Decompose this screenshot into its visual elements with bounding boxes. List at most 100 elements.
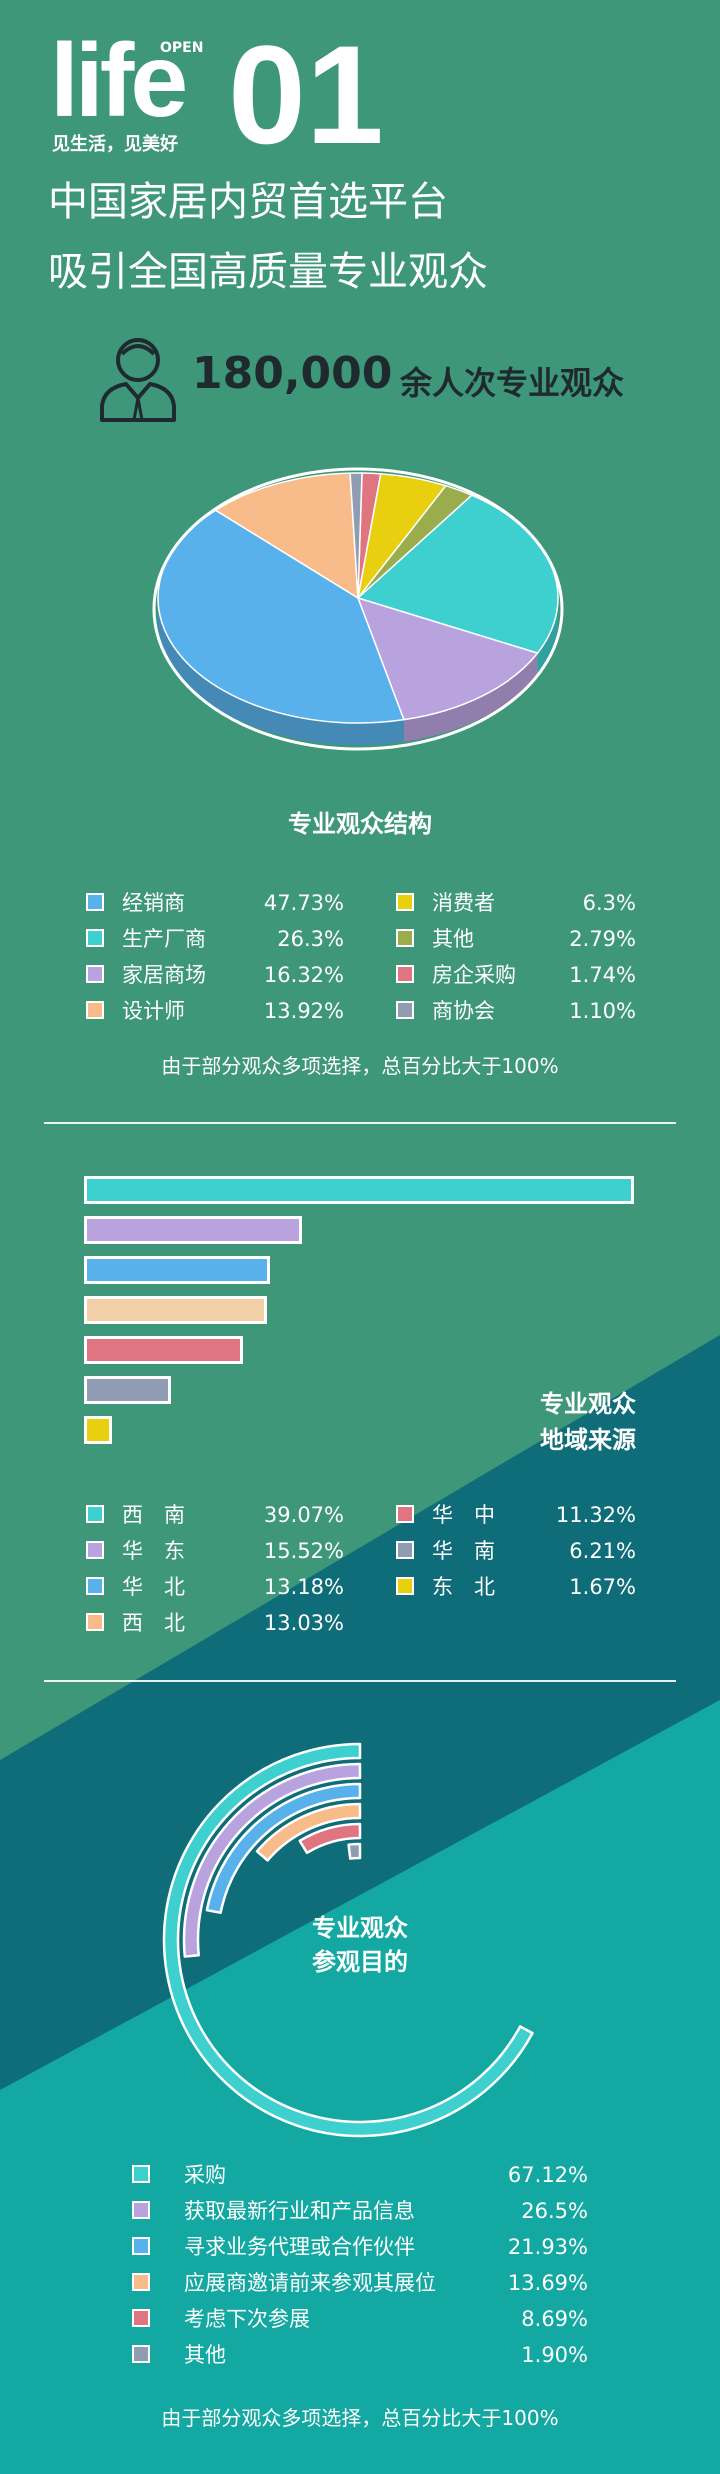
bar-legend-swatch: [86, 1541, 104, 1559]
bar-legend-value: 13.18%: [263, 1575, 344, 1599]
bar-legend-value: 13.03%: [263, 1611, 344, 1635]
bar-legend-value: 15.52%: [263, 1539, 344, 1563]
bar-legend-item: 西 北 13.03%: [86, 1608, 344, 1638]
pie-chart-title: 专业观众结构: [288, 810, 432, 838]
pie-legend-label: 设计师: [122, 999, 185, 1023]
pie-slice-家居商场: [356, 596, 539, 721]
radial-legend-item: 采购 67.12%: [132, 2160, 588, 2190]
pie-legend-swatch: [86, 893, 104, 911]
divider-2: [44, 1680, 676, 1682]
logo-number: 01: [228, 16, 384, 173]
radial-legend-item: 寻求业务代理或合作伙伴 21.93%: [132, 2232, 588, 2262]
radial-legend-item: 应展商邀请前来参观其展位 13.69%: [132, 2268, 588, 2298]
bar-legend-value: 1.67%: [569, 1575, 636, 1599]
pie-legend-label: 房企采购: [432, 963, 516, 987]
radial-legend-label: 其他: [184, 2343, 226, 2367]
bar-legend-item: 华 南 6.21%: [396, 1536, 636, 1566]
pie-legend-swatch: [86, 965, 104, 983]
headline-line1: 中国家居内贸首选平台: [48, 179, 448, 225]
pie-legend-swatch: [396, 893, 414, 911]
radial-legend-swatch: [132, 2309, 150, 2327]
pie-legend-item: 房企采购 1.74%: [396, 960, 636, 990]
radial-legend-value: 21.93%: [507, 2235, 588, 2259]
pie-legend-item: 商协会 1.10%: [396, 996, 636, 1026]
pie-legend-value: 26.3%: [277, 927, 344, 951]
radial-legend-swatch: [132, 2165, 150, 2183]
radial-chart-title-line1: 专业观众: [312, 1914, 408, 1942]
region-bar-西北: [84, 1296, 267, 1324]
radial-legend-item: 其他 1.90%: [132, 2340, 588, 2370]
radial-legend-label: 应展商邀请前来参观其展位: [184, 2271, 436, 2295]
headline-line2: 吸引全国高质量专业观众: [48, 249, 488, 295]
bar-chart-title-line2: 地域来源: [540, 1426, 636, 1454]
pie-legend-swatch: [396, 929, 414, 947]
bar-legend-swatch: [396, 1577, 414, 1595]
pie-legend-label: 生产厂商: [122, 927, 206, 951]
audience-unit: 余人次专业观众: [400, 364, 625, 402]
radial-bar-考虑下次参展: [298, 1822, 362, 1855]
region-bar-东北: [84, 1416, 112, 1444]
audience-count: 180,000: [192, 348, 393, 399]
pie-side-家居商场: [403, 653, 538, 742]
bar-legend-label: 华 南: [432, 1539, 495, 1563]
pie-legend-value: 47.73%: [263, 891, 344, 915]
region-bar-西南: [84, 1176, 634, 1204]
logo-word: life: [50, 23, 188, 139]
pie-legend-item: 家居商场 16.32%: [86, 960, 344, 990]
pie-legend-value: 1.10%: [569, 999, 636, 1023]
bar-legend-swatch: [86, 1505, 104, 1523]
radial-bar-应展商邀请前来参观其展位: [255, 1802, 362, 1862]
radial-chart-title-line2: 参观目的: [312, 1948, 408, 1976]
region-bar-华北: [84, 1256, 270, 1284]
pie-legend-value: 2.79%: [569, 927, 636, 951]
bar-legend-swatch: [86, 1613, 104, 1631]
pie-legend-item: 消费者 6.3%: [396, 888, 636, 918]
pie-legend-value: 13.92%: [263, 999, 344, 1023]
radial-legend-value: 13.69%: [507, 2271, 588, 2295]
bar-legend-swatch: [396, 1541, 414, 1559]
pie-side-生产厂商: [537, 598, 558, 676]
bar-chart-title-line1: 专业观众: [540, 1390, 636, 1418]
bar-legend-item: 华 东 15.52%: [86, 1536, 344, 1566]
radial-bar-寻求业务代理或合作伙伴: [205, 1782, 362, 1915]
logo-open-label: OPEN: [160, 40, 204, 56]
radial-legend-label: 考虑下次参展: [184, 2307, 310, 2331]
radial-legend-swatch: [132, 2273, 150, 2291]
radial-note: 由于部分观众多项选择，总百分比大于100%: [161, 2406, 559, 2430]
radial-legend-swatch: [132, 2201, 150, 2219]
region-bar-华南: [84, 1376, 171, 1404]
pie-legend-swatch: [396, 965, 414, 983]
bar-legend-item: 东 北 1.67%: [396, 1572, 636, 1602]
divider-1: [44, 1122, 676, 1124]
audience-structure-pie-chart: [152, 467, 564, 751]
bar-legend-item: 华 中 11.32%: [396, 1500, 636, 1530]
bar-legend-swatch: [86, 1577, 104, 1595]
bar-legend-label: 东 北: [432, 1575, 495, 1599]
radial-legend-value: 67.12%: [507, 2163, 588, 2187]
region-bar-华东: [84, 1216, 302, 1244]
radial-bar-其他: [347, 1842, 362, 1860]
radial-legend-label: 获取最新行业和产品信息: [184, 2199, 415, 2223]
bar-legend-label: 西 北: [122, 1611, 185, 1635]
pie-legend-item: 生产厂商 26.3%: [86, 924, 344, 954]
radial-legend-value: 1.90%: [521, 2343, 588, 2367]
pie-legend-label: 家居商场: [122, 963, 206, 987]
radial-legend-item: 获取最新行业和产品信息 26.5%: [132, 2196, 588, 2226]
pie-legend-item: 经销商 47.73%: [86, 888, 344, 918]
pie-legend-value: 6.3%: [582, 891, 636, 915]
radial-legend-swatch: [132, 2345, 150, 2363]
pie-outline: [152, 467, 564, 751]
pie-legend-label: 消费者: [432, 891, 495, 915]
visit-purpose-radial-chart: [162, 1742, 534, 2138]
logo-slogan: 见生活，见美好: [52, 134, 178, 155]
pie-slice-商协会: [349, 472, 363, 599]
radial-legend-label: 寻求业务代理或合作伙伴: [184, 2235, 415, 2259]
radial-bar-获取最新行业和产品信息: [182, 1762, 362, 1958]
bar-legend-value: 39.07%: [263, 1503, 344, 1527]
bar-legend-swatch: [396, 1505, 414, 1523]
pie-note: 由于部分观众多项选择，总百分比大于100%: [161, 1054, 559, 1078]
pie-side-经销商: [158, 598, 404, 745]
radial-legend-value: 26.5%: [521, 2199, 588, 2223]
pie-legend-swatch: [396, 1001, 414, 1019]
